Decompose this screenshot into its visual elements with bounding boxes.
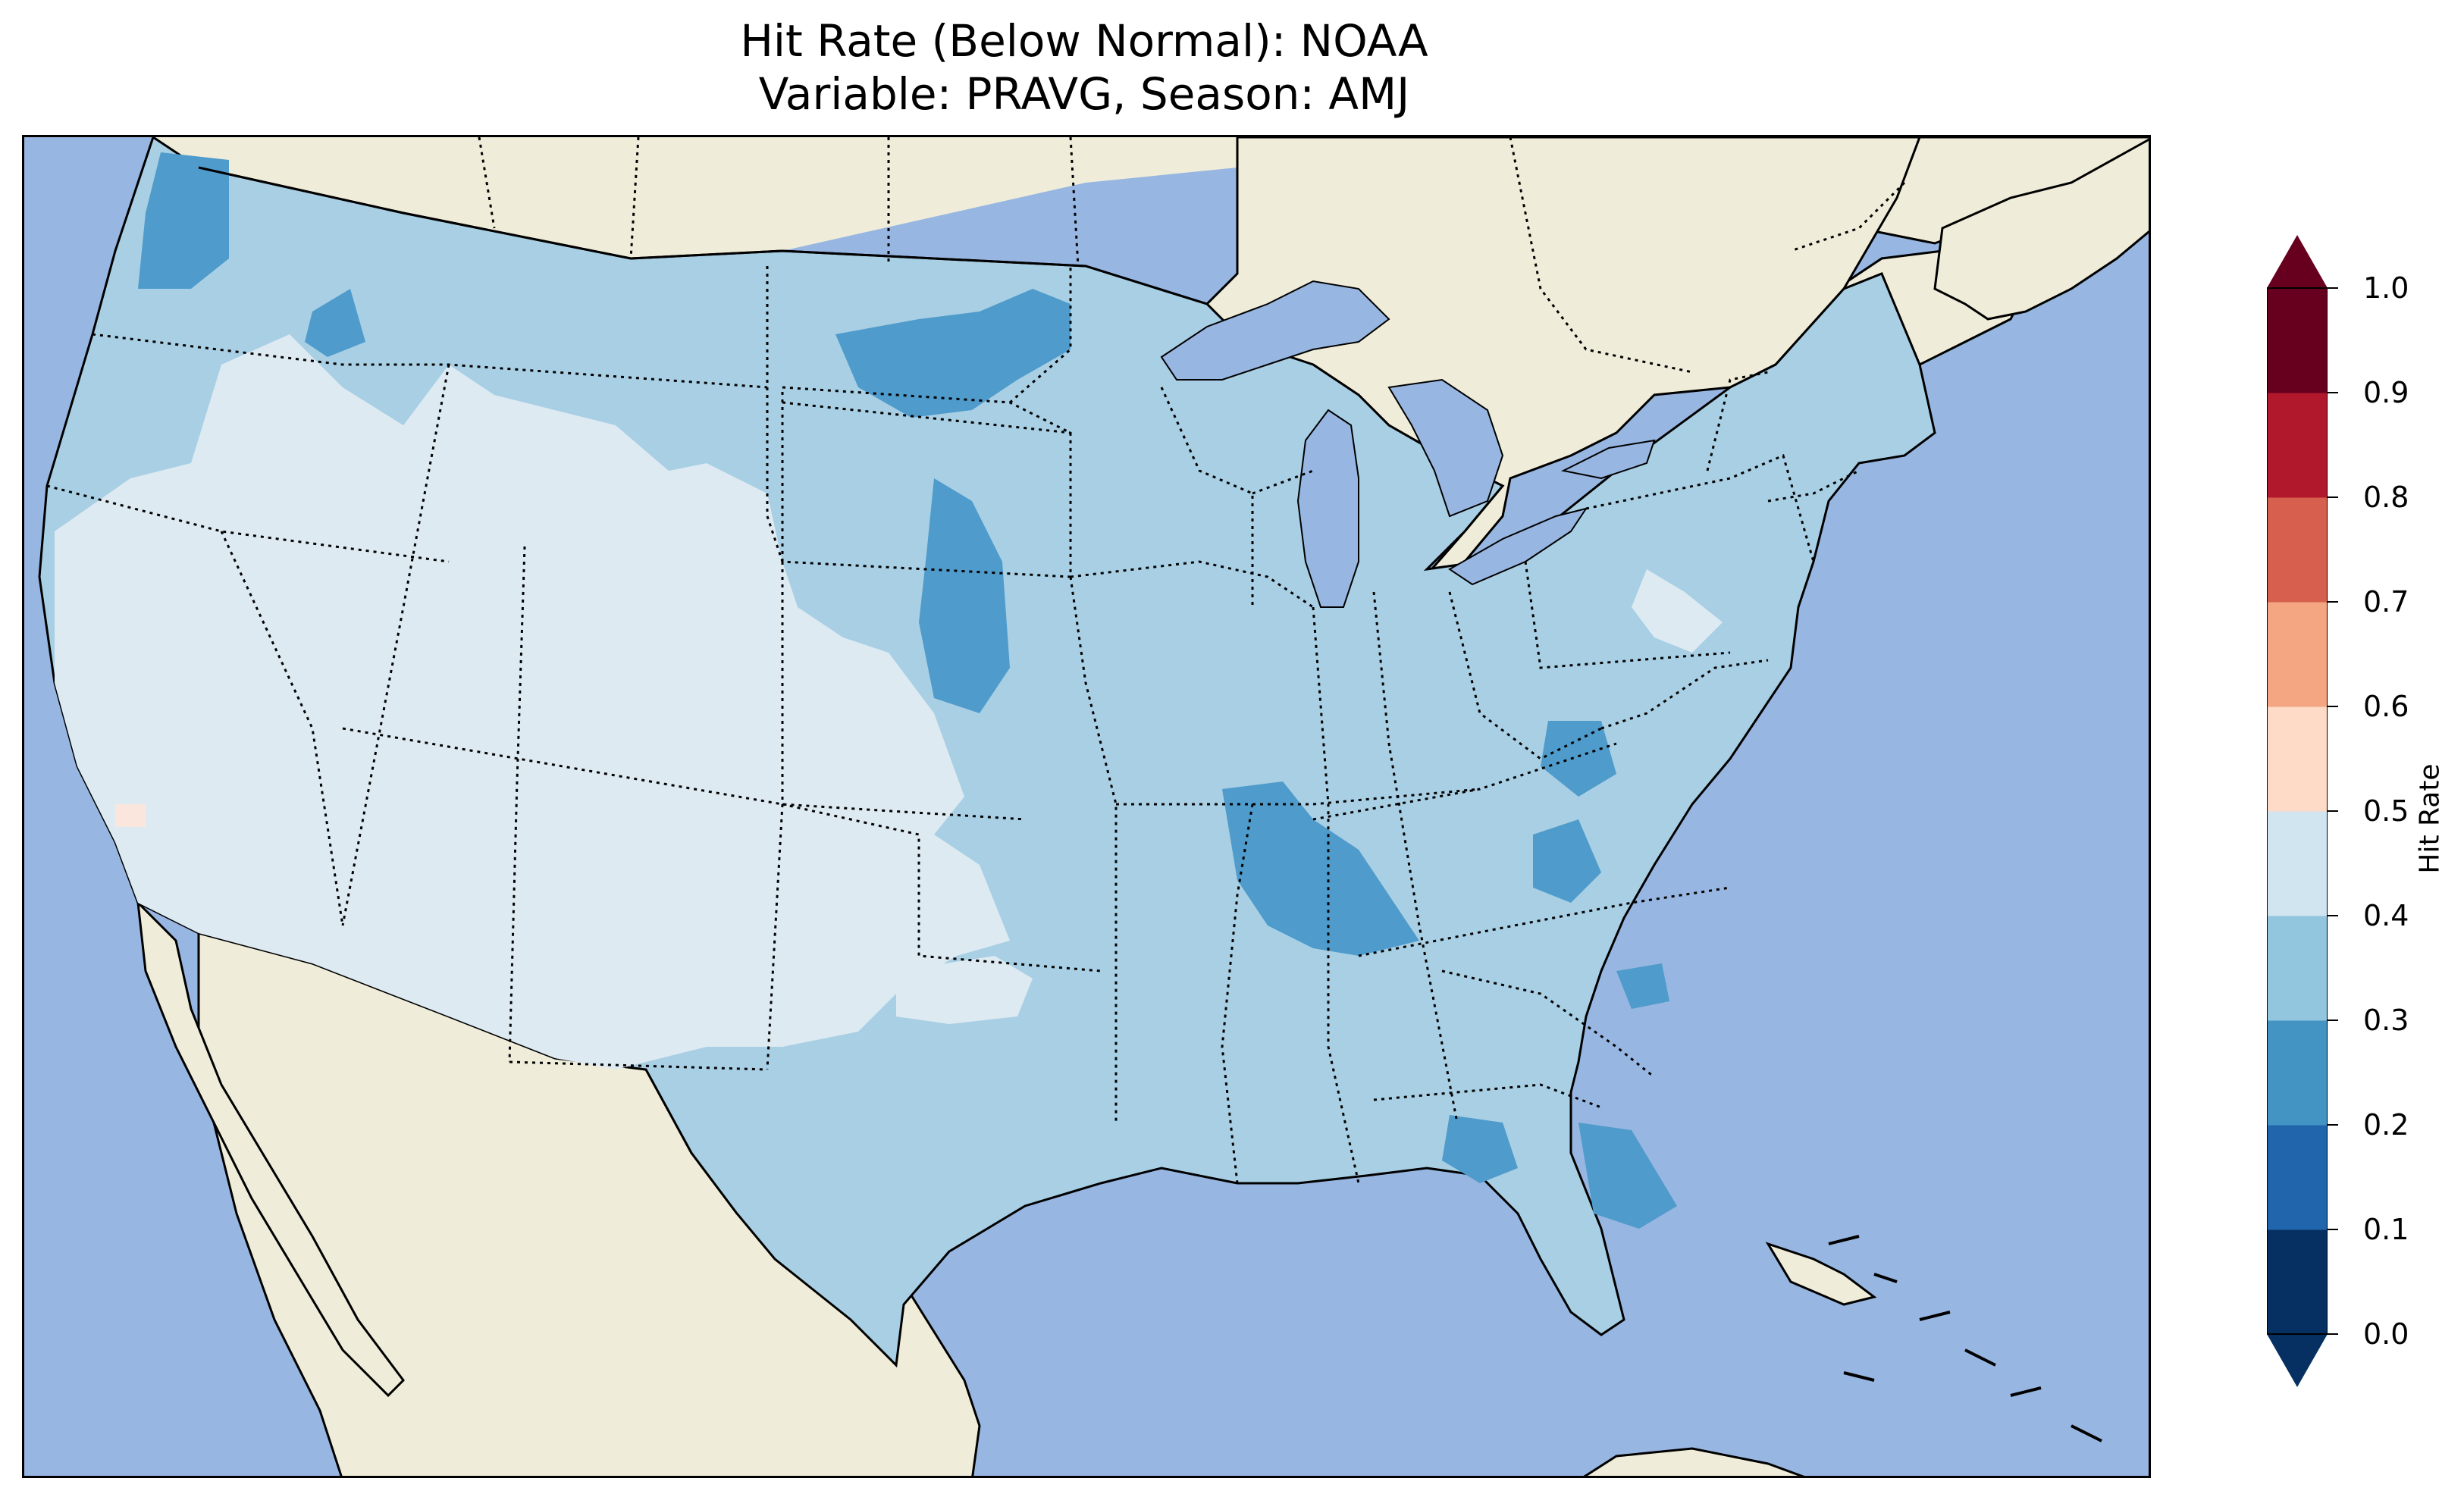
hitrate-0.4-0.5-pennsylvania — [1632, 569, 1723, 653]
hitrate-0.2-0.3-washington — [138, 152, 229, 289]
colorbar-tick-mark — [2328, 706, 2338, 707]
colorbar-tick-label: 0.3 — [2363, 1004, 2409, 1037]
province-borders — [478, 137, 1906, 374]
canada-maritimes — [1933, 138, 2149, 321]
lake-erie — [1448, 507, 1588, 586]
lake-superior — [1160, 280, 1390, 381]
lake-ontario — [1560, 439, 1656, 480]
hitrate-0.5-0.6-socal — [115, 804, 146, 827]
hitrate-0.2-0.3-kentucky — [1541, 721, 1616, 797]
hitrate-0.2-0.3-georgia — [1442, 1115, 1518, 1183]
lake-huron — [1387, 378, 1504, 518]
colorbar-tick-mark — [2328, 392, 2338, 393]
colorbar-tick-mark — [2328, 810, 2338, 812]
hitrate-0.2-0.3-north-dakota — [835, 289, 1071, 418]
map-panel — [22, 135, 2151, 1478]
hitrate-0.4-0.5-texas — [896, 956, 1033, 1024]
caribbean-islands — [1828, 1235, 2102, 1442]
hitrate-0.2-0.3-oregon — [305, 289, 365, 357]
hitrate-0.4-0.5-idaho — [403, 456, 464, 516]
hitrate-0.2-0.3-florida — [1578, 1123, 1677, 1229]
colorbar-tick-mark — [2328, 496, 2338, 498]
colorbar-tick-label: 0.5 — [2363, 794, 2409, 828]
colorbar-tick-mark — [2328, 1124, 2338, 1126]
hitrate-0.2-0.3-carolina — [1533, 819, 1601, 903]
hitrate-0.3-0.4-west-mid — [290, 258, 767, 493]
hitrate-0.4-0.5-nevada — [176, 531, 343, 728]
colorbar-tick-label: 0.4 — [2363, 899, 2409, 932]
map-title: Hit Rate (Below Normal): NOAA — [740, 15, 1428, 67]
cuba — [1765, 1242, 1877, 1306]
colorbar-segment — [2267, 916, 2328, 1021]
state-borders — [46, 266, 1860, 1184]
colorbar-tick-mark — [2328, 601, 2338, 603]
colorbar-tick-label: 0.7 — [2363, 585, 2409, 619]
colorbar-segment — [2267, 706, 2328, 812]
colorbar-segment — [2267, 602, 2328, 707]
colorbar-tick-label: 0.9 — [2363, 376, 2409, 409]
colorbar-tick-mark — [2328, 1019, 2338, 1021]
colorbar-segment — [2267, 1125, 2328, 1230]
colorbar-tick-label: 1.0 — [2363, 271, 2409, 305]
hitrate-0.4-0.5-southwest — [55, 334, 1010, 1070]
lake-michigan — [1296, 409, 1359, 608]
colorbar-segment — [2267, 393, 2328, 498]
colorbar-tick-mark — [2328, 1333, 2338, 1335]
hitrate-0.2-0.3-sc — [1616, 963, 1669, 1009]
colorbar-tick-label: 0.8 — [2363, 481, 2409, 514]
yucatan-edge — [1583, 1447, 1804, 1476]
hitrate-0.2-0.3-nebraska — [919, 478, 1010, 713]
colorbar-tick-mark — [2328, 1229, 2338, 1230]
colorbar-tick-label: 0.0 — [2363, 1317, 2409, 1351]
colorbar-segment — [2267, 497, 2328, 603]
canada-mainland — [153, 137, 1237, 258]
colorbar-segment — [2267, 811, 2328, 916]
colorbar-tick-label: 0.1 — [2363, 1213, 2409, 1246]
colorbar-tick-mark — [2328, 915, 2338, 916]
colorbar-extend-min — [2267, 1334, 2328, 1387]
colorbar-extend-max — [2267, 235, 2328, 288]
colorbar-segment — [2267, 1229, 2328, 1335]
colorbar-tick-label: 0.6 — [2363, 690, 2409, 723]
map-canvas — [24, 137, 2149, 1476]
colorbar-tick-mark — [2328, 287, 2338, 289]
colorbar-label: Hit Rate — [2414, 763, 2446, 874]
colorbar — [2267, 235, 2328, 1387]
baja-california — [136, 899, 405, 1398]
canada-us-border — [198, 166, 1208, 305]
colorbar-segment — [2267, 1020, 2328, 1126]
map-subtitle: Variable: PRAVG, Season: AMJ — [758, 68, 1410, 120]
colorbar-segment — [2267, 288, 2328, 393]
colorbar-tick-label: 0.2 — [2363, 1108, 2409, 1142]
hitrate-0.2-0.3-tennessee — [1222, 781, 1419, 956]
